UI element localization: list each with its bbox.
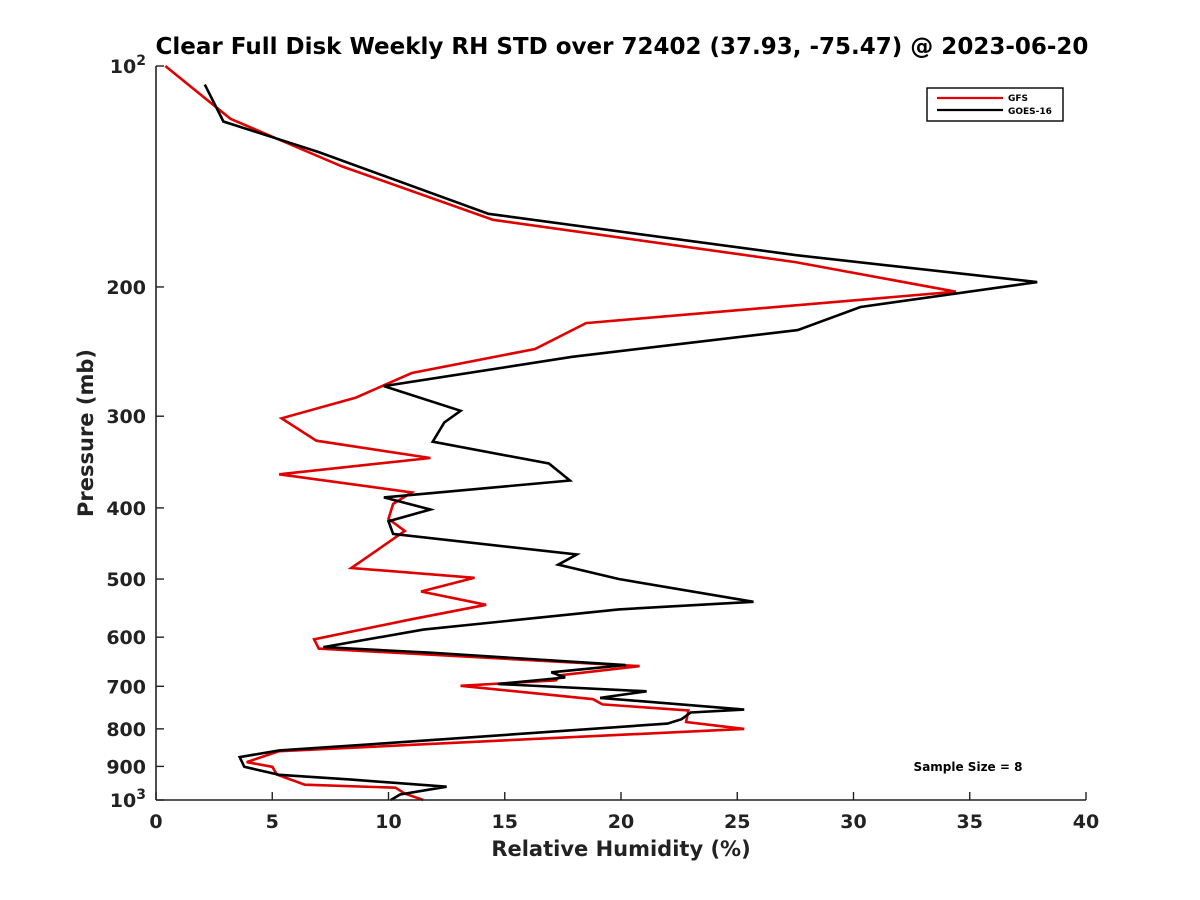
y-tick-label: 900 [106,756,146,778]
x-tick-label: 15 [492,811,518,833]
y-ticks: 102 200 300 400 500 600 700 800 900 103 [106,53,164,812]
x-ticks: 0 5 10 15 20 25 30 35 40 [149,792,1099,833]
x-tick-label: 25 [724,811,750,833]
y-tick-label: 102 [110,53,146,78]
y-tick-label: 600 [106,627,146,649]
y-tick-label: 400 [106,498,146,520]
legend-label-goes-16: GOES-16 [1008,107,1052,117]
legend-label-gfs: GFS [1008,94,1028,104]
y-tick-label: 800 [106,719,146,741]
x-tick-label: 20 [608,811,634,833]
x-tick-label: 10 [375,811,401,833]
x-tick-label: 5 [266,811,279,833]
y-tick-label: 700 [106,676,146,698]
sample-size-annotation: Sample Size = 8 [914,760,1023,774]
series-line-gfs [164,64,957,802]
legend: GFS GOES-16 [926,87,1064,122]
y-axis-label: Pressure (mb) [74,349,98,517]
series-layer [164,64,1038,802]
y-tick-label: 300 [106,406,146,428]
x-axis-label: Relative Humidity (%) [491,837,750,861]
y-tick-label: 500 [106,569,146,591]
x-tick-label: 40 [1073,811,1099,833]
y-tick-label: 103 [110,787,146,812]
legend-box [926,87,1064,122]
plot-area [156,66,1086,800]
x-tick-label: 35 [957,811,983,833]
y-tick-label: 200 [106,277,146,299]
chart-title: Clear Full Disk Weekly RH STD over 72402… [156,34,1089,60]
series-line-goes-16 [203,84,1038,802]
x-tick-label: 30 [840,811,866,833]
x-tick-label: 0 [149,811,162,833]
